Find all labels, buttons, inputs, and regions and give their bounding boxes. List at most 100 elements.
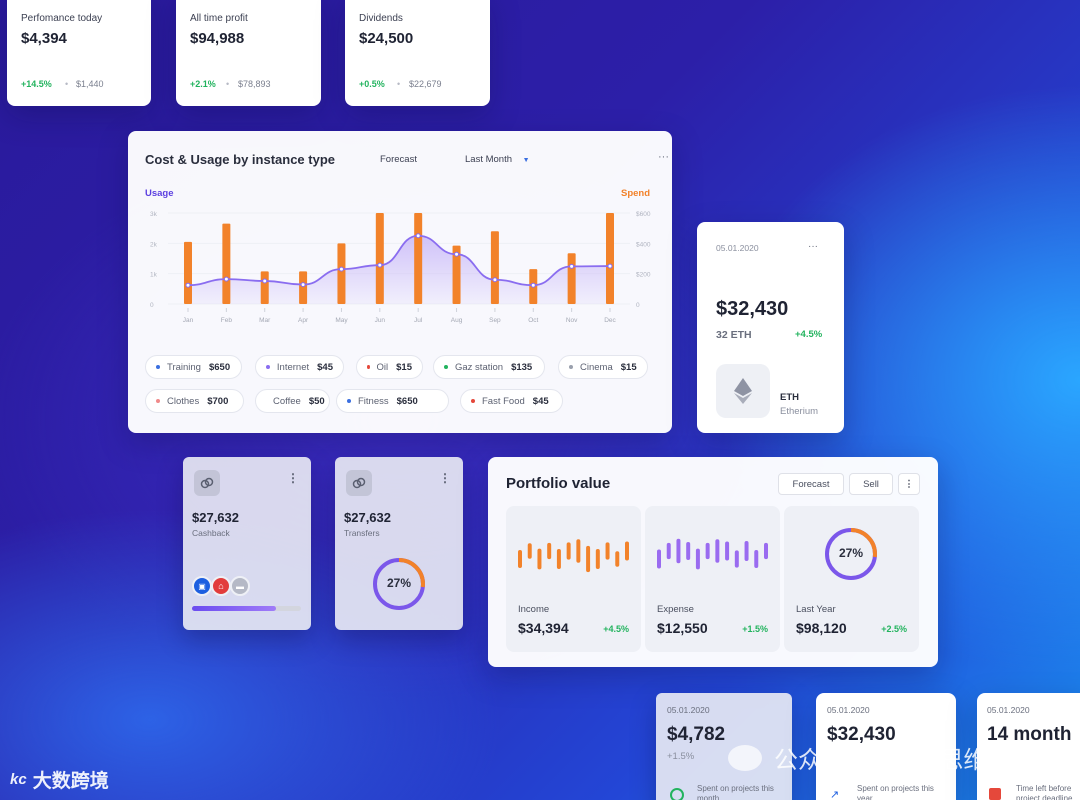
category-name: Oil bbox=[376, 361, 389, 373]
category-dot-icon bbox=[444, 365, 448, 369]
card-date: 05.01.2020 bbox=[987, 705, 1030, 715]
card-value: 14 month bbox=[987, 724, 1072, 745]
spark-bar bbox=[734, 550, 739, 568]
category-dot-icon bbox=[347, 399, 351, 403]
coin-symbol: ETH bbox=[780, 392, 799, 403]
coin-name: Etherium bbox=[780, 406, 819, 417]
stat-card-dividends[interactable]: Dividends $24,500 +0.5% • $22,679 bbox=[345, 0, 490, 106]
spark-bar bbox=[527, 543, 532, 559]
spend-bar bbox=[260, 271, 269, 304]
x-tick-label: Feb bbox=[221, 317, 233, 324]
x-tick-label: Nov bbox=[566, 317, 578, 324]
x-tick-label: May bbox=[335, 317, 348, 324]
stat-value: $4,394 bbox=[21, 30, 67, 47]
period-dropdown[interactable]: Last Month ▼ bbox=[465, 154, 530, 165]
more-options-button[interactable]: ⋮ bbox=[898, 473, 920, 495]
period-label: Last Month bbox=[465, 154, 512, 165]
eth-change: +4.5% bbox=[795, 329, 823, 340]
watermark-left-text: 大数跨境 bbox=[32, 771, 109, 792]
category-chip[interactable]: Clothes $700 bbox=[145, 389, 244, 413]
spark-bar bbox=[715, 539, 720, 563]
separator-dot: • bbox=[65, 79, 69, 89]
portfolio-title: Portfolio value bbox=[506, 475, 611, 492]
cashback-label: Cashback bbox=[192, 528, 230, 538]
category-chip[interactable]: Fast Food $45 bbox=[460, 389, 563, 413]
transfers-percent: 27% bbox=[386, 576, 412, 590]
money-icon bbox=[670, 788, 684, 800]
deadline-card[interactable]: 05.01.2020 14 month Time left before pro… bbox=[977, 693, 1080, 800]
expense-tile[interactable]: Expense $12,550 +1.5% bbox=[645, 506, 780, 652]
x-tick-label: Mar bbox=[259, 317, 271, 324]
spend-bar bbox=[222, 223, 231, 304]
category-dot-icon bbox=[569, 365, 573, 369]
category-name: Fast Food bbox=[482, 395, 525, 407]
more-options-button[interactable]: ··· bbox=[808, 241, 818, 252]
tile-change: +1.5% bbox=[742, 624, 768, 634]
card-title: Cost & Usage by instance type bbox=[145, 152, 335, 167]
trend-icon: ↗ bbox=[830, 789, 840, 800]
stat-card-performance[interactable]: Perfomance today $4,394 +14.5% • $1,440 bbox=[7, 0, 151, 106]
y-left-tick: 0 bbox=[150, 302, 154, 309]
spark-bar bbox=[764, 542, 768, 560]
more-options-button[interactable]: ⋮ bbox=[287, 471, 299, 485]
y-left-tick: 1k bbox=[150, 272, 158, 279]
usage-point bbox=[338, 266, 344, 272]
y-right-tick: $200 bbox=[636, 272, 651, 279]
monthly-spend-card[interactable]: 05.01.2020 $4,782 +1.5% Spent on project… bbox=[656, 693, 792, 800]
cashback-card[interactable]: ⋮ $27,632 Cashback ▣ ⌂ ▬ bbox=[183, 457, 311, 630]
portfolio-card: Portfolio value Forecast Sell ⋮ Income $… bbox=[488, 457, 938, 667]
category-chip[interactable]: Oil $15 bbox=[356, 355, 423, 379]
spark-bar bbox=[605, 542, 610, 560]
stat-card-profit[interactable]: All time profit $94,988 +2.1% • $78,893 bbox=[176, 0, 321, 106]
category-chip[interactable]: Cinema $15 bbox=[558, 355, 648, 379]
card-value: $32,430 bbox=[827, 724, 896, 745]
cashback-progress-track bbox=[192, 606, 301, 611]
more-options-button[interactable]: ··· bbox=[658, 151, 669, 163]
y-right-tick: $600 bbox=[636, 211, 651, 218]
category-name: Fitness bbox=[358, 395, 389, 407]
spark-bar bbox=[725, 541, 730, 561]
category-amount: $650 bbox=[208, 361, 231, 373]
stat-change: +2.1% bbox=[190, 79, 216, 89]
eth-date: 05.01.2020 bbox=[716, 243, 759, 253]
usage-point bbox=[300, 282, 306, 288]
sell-button[interactable]: Sell bbox=[849, 473, 893, 495]
cashback-progress-fill bbox=[192, 606, 276, 611]
stat-amount: $78,893 bbox=[238, 79, 271, 89]
eth-card[interactable]: 05.01.2020 ··· $32,430 32 ETH +4.5% ETH … bbox=[697, 222, 844, 433]
separator-dot: • bbox=[226, 79, 230, 89]
card-description: Spent on projects this year bbox=[857, 784, 934, 800]
transfers-card[interactable]: ⋮ $27,632 Transfers 27% bbox=[335, 457, 463, 630]
category-amount: $650 bbox=[396, 395, 418, 407]
category-dot-icon bbox=[156, 399, 160, 403]
category-chip[interactable]: Fitness $650 bbox=[336, 389, 449, 413]
spark-bar bbox=[625, 541, 629, 561]
category-chip[interactable]: Gaz station $135 bbox=[433, 355, 545, 379]
spend-bar bbox=[452, 245, 461, 304]
more-options-button[interactable]: ⋮ bbox=[439, 471, 451, 485]
stat-title: Dividends bbox=[359, 13, 403, 24]
category-chip[interactable]: Internet $45 bbox=[255, 355, 344, 379]
y-left-tick: 3k bbox=[150, 211, 158, 218]
income-tile[interactable]: Income $34,394 +4.5% bbox=[506, 506, 641, 652]
category-chip[interactable]: Training $650 bbox=[145, 355, 242, 379]
x-tick-label: Aug bbox=[451, 317, 463, 324]
usage-point bbox=[492, 277, 498, 283]
yearly-spend-card[interactable]: 05.01.2020 $32,430 ↗ Spent on projects t… bbox=[816, 693, 956, 800]
x-tick-label: Oct bbox=[528, 317, 538, 324]
last-year-tile[interactable]: 27% Last Year $98,120 +2.5% bbox=[784, 506, 919, 652]
spark-bar bbox=[547, 542, 552, 560]
card-value: $4,782 bbox=[667, 724, 726, 745]
category-amount: $135 bbox=[511, 361, 533, 373]
forecast-tab[interactable]: Forecast bbox=[380, 154, 417, 165]
y-right-tick: $400 bbox=[636, 241, 651, 248]
eth-amount: 32 ETH bbox=[716, 329, 752, 341]
forecast-button[interactable]: Forecast bbox=[778, 473, 844, 495]
usage-point bbox=[530, 282, 536, 288]
media-icon: ▣ bbox=[192, 576, 212, 596]
car-icon: ▬ bbox=[230, 576, 250, 596]
usage-point bbox=[185, 282, 191, 288]
tile-value: $98,120 bbox=[796, 620, 847, 636]
spend-bar bbox=[299, 271, 308, 304]
category-chip[interactable]: Coffee $50 bbox=[255, 389, 330, 413]
